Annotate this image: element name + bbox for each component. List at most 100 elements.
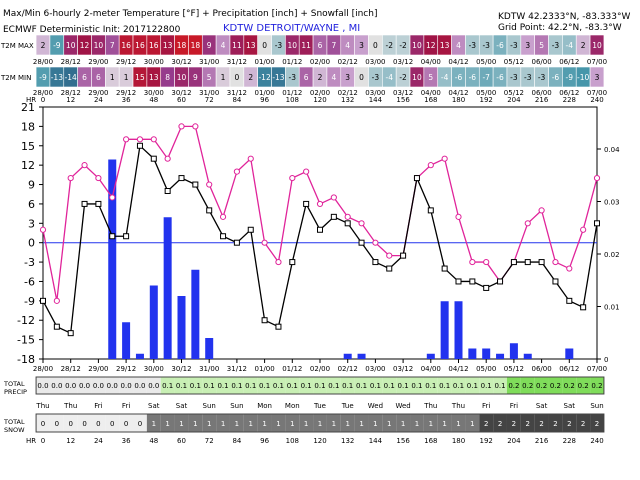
total-snow-value: 1 bbox=[332, 420, 336, 428]
total-snow-value: 1 bbox=[304, 420, 308, 428]
date-tick-label: 28/00 bbox=[33, 58, 53, 66]
precip-bar bbox=[122, 322, 131, 359]
temp-cell-value: -10 bbox=[577, 73, 589, 82]
total-precip-cell bbox=[49, 377, 64, 394]
total-precip-value: 0.0 bbox=[148, 382, 159, 390]
hour-tick-label-bottom: 144 bbox=[369, 437, 383, 445]
y-tick-label: 21 bbox=[21, 101, 35, 114]
temp-cell-value: -2 bbox=[386, 41, 394, 50]
total-snow-cell bbox=[160, 414, 175, 432]
temp-cell-value: 18 bbox=[177, 41, 187, 50]
t2m-min-point bbox=[95, 200, 102, 207]
hour-tick-label-bottom: 156 bbox=[396, 437, 410, 445]
temp-cell-value: -3 bbox=[510, 73, 518, 82]
hour-tick-label-bottom: 204 bbox=[507, 437, 521, 445]
total-snow-value: 1 bbox=[276, 420, 280, 428]
precip-tick-label: 0.04 bbox=[604, 146, 620, 154]
temp-cell-value: 18 bbox=[191, 41, 201, 50]
total-precip-cell bbox=[313, 377, 327, 394]
temp-cell-value: 8 bbox=[165, 73, 170, 82]
t2m-min-point bbox=[358, 239, 365, 246]
day-label: Fri bbox=[94, 402, 102, 410]
total-precip-value: 0.2 bbox=[591, 382, 602, 390]
total-precip-value: 0.1 bbox=[411, 382, 422, 390]
date-tick-label: 03/12 bbox=[393, 58, 413, 66]
total-precip-cell bbox=[216, 377, 230, 394]
total-precip-cell bbox=[340, 377, 355, 394]
temp-cell-value: 4 bbox=[331, 73, 336, 82]
hour-tick-label: 144 bbox=[369, 96, 383, 104]
t2m-min-point bbox=[109, 233, 116, 240]
date-tick-label: 04/00 bbox=[421, 58, 441, 66]
temp-cell-value: 9 bbox=[193, 73, 198, 82]
temp-cell-value: 1 bbox=[110, 73, 115, 82]
precip-tick-label: 0 bbox=[604, 356, 608, 364]
total-snow-cell bbox=[216, 414, 230, 432]
t2m-min-point bbox=[524, 259, 531, 266]
total-precip-value: 0.2 bbox=[564, 382, 575, 390]
hr-label-bottom: HR bbox=[26, 437, 36, 445]
t2m-min-point bbox=[150, 155, 157, 162]
t2m-min-point bbox=[386, 265, 393, 272]
total-snow-value: 1 bbox=[249, 420, 253, 428]
t2m-min-point bbox=[594, 220, 600, 227]
date-tick-label: 05/12 bbox=[504, 89, 524, 97]
station-coords: KDTW 42.2333°N, -83.333°W bbox=[498, 12, 631, 22]
total-precip-cell bbox=[271, 377, 286, 394]
date-tick-label: 05/12 bbox=[504, 58, 524, 66]
t2m-max-point bbox=[303, 168, 310, 175]
hour-tick-label: 108 bbox=[286, 96, 299, 104]
y-tick-label: -9 bbox=[24, 295, 35, 308]
t2m-min-point bbox=[81, 200, 88, 207]
temp-cell-value: 11 bbox=[232, 41, 242, 50]
temp-cell-value: -3 bbox=[469, 41, 477, 50]
total-precip-value: 0.2 bbox=[536, 382, 547, 390]
t2m-min-point bbox=[40, 297, 46, 304]
temp-cell-value: 6 bbox=[96, 73, 101, 82]
total-snow-cell bbox=[188, 414, 203, 432]
t2m-max-point bbox=[538, 207, 545, 214]
total-snow-value: 1 bbox=[221, 420, 225, 428]
temp-cell-value: -3 bbox=[510, 41, 518, 50]
temp-cell-value: 5 bbox=[539, 41, 544, 50]
temp-cell-value: -4 bbox=[566, 41, 574, 50]
y-tick-label: -18 bbox=[17, 353, 35, 366]
temp-cell-value: 5 bbox=[428, 73, 433, 82]
day-label: Wed bbox=[395, 402, 410, 410]
t2m-min-point bbox=[469, 278, 476, 285]
date-tick-label: 28/00 bbox=[33, 89, 53, 97]
date-tick-label: 29/00 bbox=[88, 89, 108, 97]
total-precip-value: 0.1 bbox=[481, 382, 492, 390]
day-label: Thu bbox=[35, 402, 49, 410]
precip-bar bbox=[426, 353, 435, 359]
temp-cell-value: -6 bbox=[469, 73, 477, 82]
t2m-max-point bbox=[81, 162, 88, 169]
t2m-max-point bbox=[330, 194, 337, 201]
hr-label: HR bbox=[26, 96, 36, 104]
total-snow-value: 1 bbox=[387, 420, 391, 428]
y-tick-label: 9 bbox=[28, 179, 35, 192]
date-tick-label: 28/12 bbox=[61, 89, 81, 97]
total-snow-value: 1 bbox=[193, 420, 197, 428]
total-snow-value: 2 bbox=[539, 420, 543, 428]
t2m-max-point bbox=[580, 226, 587, 233]
x-tick-label: 29/12 bbox=[116, 365, 136, 373]
t2m-max-label: T2M MAX bbox=[0, 42, 34, 50]
total-snow-value: 1 bbox=[152, 420, 156, 428]
station-name: KDTW DETROIT/WAYNE , MI bbox=[223, 23, 361, 34]
hour-tick-label-bottom: 120 bbox=[313, 437, 326, 445]
total-snow-value: 1 bbox=[290, 420, 294, 428]
precip-bar bbox=[108, 159, 117, 359]
total-snow-cell bbox=[119, 414, 134, 432]
t2m-max-point bbox=[427, 162, 434, 169]
date-tick-label: 03/00 bbox=[365, 89, 385, 97]
total-snow-value: 0 bbox=[41, 420, 45, 428]
total-precip-cell bbox=[423, 377, 438, 394]
t2m-min-point bbox=[344, 220, 351, 227]
total-snow-cell bbox=[229, 414, 244, 432]
total-snow-value: 1 bbox=[470, 420, 474, 428]
t2m-min-point bbox=[483, 284, 490, 291]
date-tick-label: 31/00 bbox=[199, 58, 219, 66]
temp-cell-value: 2 bbox=[248, 73, 253, 82]
temp-cell-value: 6 bbox=[304, 73, 309, 82]
